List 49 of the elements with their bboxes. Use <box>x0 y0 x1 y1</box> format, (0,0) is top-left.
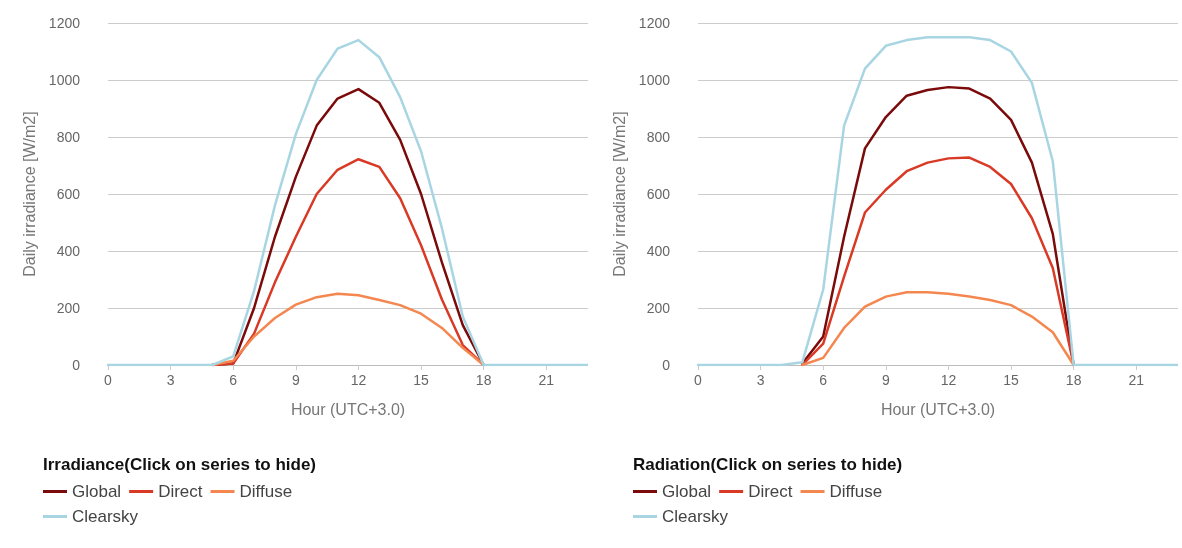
y-tick-label: 600 <box>56 186 81 202</box>
y-tick-label: 200 <box>56 300 81 316</box>
x-tick-label: 15 <box>1003 372 1020 388</box>
x-tick-label: 6 <box>229 372 238 388</box>
y-tick-label: 0 <box>662 357 671 373</box>
y-tick-label: 1200 <box>48 15 81 31</box>
line-series <box>801 156 1075 367</box>
y-tick-label: 800 <box>56 129 81 145</box>
x-tick-label: 0 <box>104 372 113 388</box>
y-tick-label: 0 <box>72 357 81 373</box>
y-axis-title: Daily irradiance [W/m2] <box>611 111 629 277</box>
x-tick-label: 9 <box>881 372 890 388</box>
x-tick-label: 18 <box>475 372 492 388</box>
line-series <box>106 38 588 367</box>
x-tick-label: 0 <box>694 372 703 388</box>
x-axis-title: Hour (UTC+3.0) <box>880 400 996 418</box>
x-tick-label: 12 <box>940 372 957 388</box>
legend-label: Global <box>662 482 712 501</box>
legend-label: Clearsky <box>662 507 729 526</box>
line-series <box>801 291 1075 367</box>
legend-title: Radiation(Click on series to hide) <box>633 455 903 474</box>
legend-label: Direct <box>158 482 203 501</box>
y-tick-label: 1200 <box>638 15 671 31</box>
x-tick-label: 15 <box>413 372 430 388</box>
line-series <box>696 36 1178 367</box>
x-tick-label: 6 <box>819 372 828 388</box>
x-tick-label: 3 <box>166 372 175 388</box>
x-tick-label: 12 <box>350 372 367 388</box>
legend-label: Direct <box>748 482 793 501</box>
y-tick-label: 1000 <box>638 72 671 88</box>
x-tick-label: 3 <box>756 372 765 388</box>
x-tick-label: 21 <box>1128 372 1145 388</box>
y-tick-label: 800 <box>646 129 671 145</box>
y-tick-label: 1000 <box>48 72 81 88</box>
x-tick-label: 18 <box>1065 372 1082 388</box>
y-axis-title: Daily irradiance [W/m2] <box>21 111 39 277</box>
x-tick-label: 21 <box>538 372 555 388</box>
legend-label: Diffuse <box>239 482 293 501</box>
y-tick-label: 400 <box>646 243 671 259</box>
line-series <box>211 292 485 367</box>
legend-label: Global <box>72 482 122 501</box>
legend-label: Clearsky <box>72 507 139 526</box>
legend-label: Diffuse <box>829 482 883 501</box>
x-axis-title: Hour (UTC+3.0) <box>290 400 406 418</box>
y-tick-label: 600 <box>646 186 671 202</box>
y-tick-label: 200 <box>646 300 671 316</box>
y-tick-label: 400 <box>56 243 81 259</box>
legend-title: Irradiance(Click on series to hide) <box>43 455 317 474</box>
x-tick-label: 9 <box>291 372 300 388</box>
